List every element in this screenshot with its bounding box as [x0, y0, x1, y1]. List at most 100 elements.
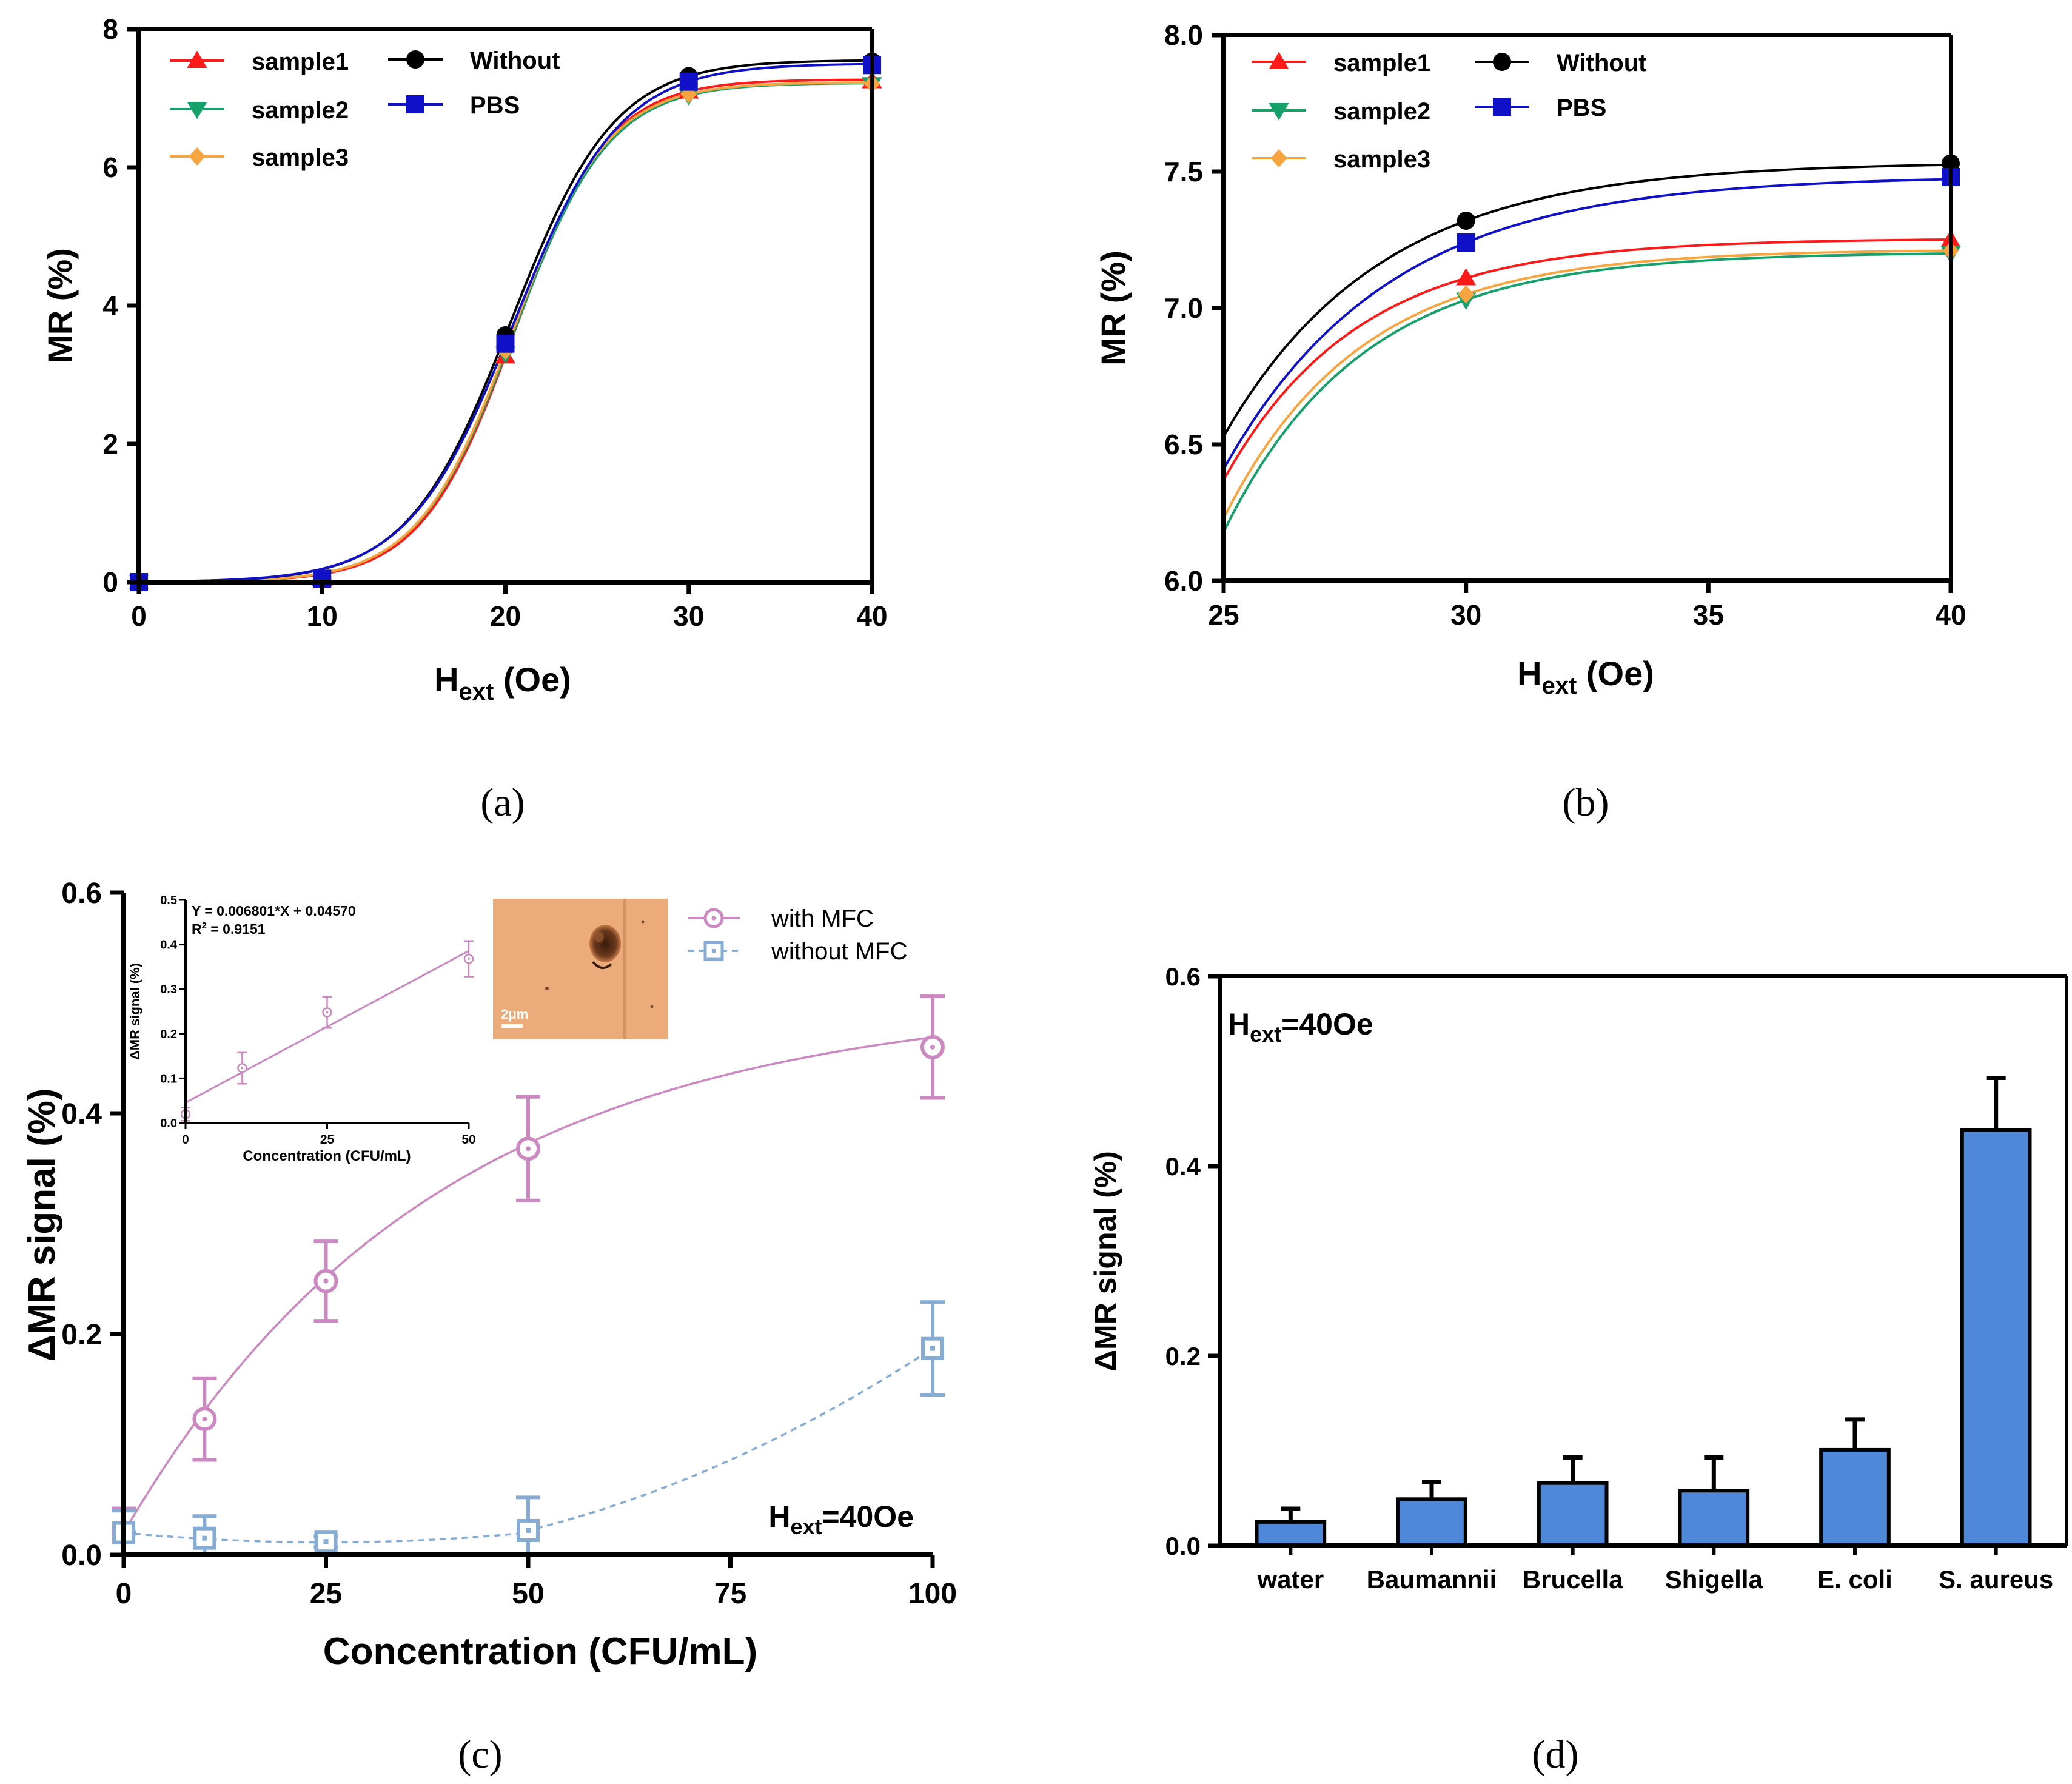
panel-d-y-axis-label: ΔMR signal (%) — [1088, 1151, 1122, 1372]
panel-c-inset-ticks: 0 25 50 0.0 0.1 0.2 0.3 0.4 0.5 — [160, 894, 475, 1147]
panel-d-bar-water — [1255, 1520, 1327, 1548]
panel-c-x-tick-label: 100 — [908, 1578, 957, 1610]
panel-c-legend-label-with-mfc: with MFC — [771, 905, 874, 932]
panel-b-curve-pbs — [1222, 178, 1951, 470]
panel-a-legend-label-pbs: PBS — [470, 92, 520, 119]
panel-a-legend-marker-sample1 — [187, 50, 207, 68]
micrograph-cell — [589, 925, 621, 962]
panel-b-x-axis-label-main: H — [1517, 654, 1541, 692]
panel-a-legend-marker-pbs — [406, 95, 424, 113]
panel-d-bar-s-aureus — [1960, 1128, 2032, 1548]
panel-c-without-mfc-point — [517, 1518, 540, 1542]
panel-a-x-axis-label-sub: ext — [459, 679, 494, 705]
panel-c-inset-y-tick-label: 0.3 — [160, 983, 177, 996]
panel-c-x-tick-label: 25 — [310, 1578, 342, 1610]
panel-c-inset-equation: Y = 0.006801*X + 0.04570 — [192, 903, 356, 919]
panel-b-legend-marker-sample3 — [1270, 149, 1287, 167]
micrograph-background — [493, 899, 668, 1039]
panel-c-with-mfc-point-dot — [202, 1417, 207, 1422]
panel-d-bar-brucella — [1537, 1481, 1609, 1548]
panel-d-annotation-main: H — [1228, 1007, 1250, 1041]
panel-b-ticks: 25 30 35 40 6.0 6.5 7.0 7.5 8.0 — [1164, 19, 1966, 631]
panel-c-without-mfc-point-dot — [323, 1539, 329, 1544]
panel-d-y-tick-label: 0.2 — [1165, 1342, 1201, 1370]
panel-c-x-axis-label: Concentration (CFU/mL) — [323, 1631, 757, 1672]
panel-d-y-tick-label: 0.4 — [1165, 1152, 1201, 1181]
panel-c-inset-r2-main: R — [192, 921, 202, 937]
panel-a-x-tick-label: 20 — [490, 600, 521, 632]
micrograph-speck — [545, 987, 549, 990]
panel-c-inset-y-tick-label: 0.4 — [160, 939, 178, 952]
panel-b-point-pbs — [1457, 233, 1475, 252]
panel-a-legend-marker-sample3 — [189, 147, 206, 166]
panel-c-y-axis-label: ΔMR signal (%) — [21, 1088, 63, 1361]
panel-c-y-tick-label: 0.4 — [61, 1098, 102, 1130]
panel-a-legend-marker-sample2 — [187, 102, 207, 119]
panel-b-y-tick-label: 7.0 — [1164, 292, 1203, 324]
panel-c-x-tick-label: 50 — [512, 1578, 544, 1610]
panel-c-without-mfc-point — [921, 1336, 944, 1360]
panel-b-legend-marker-sample1 — [1269, 52, 1289, 69]
panel-d-field-annotation: Hext=40Oe — [1228, 1007, 1373, 1047]
panel-b-marks: sample1 sample2 sample3 Without PBS — [1222, 50, 1961, 532]
panel-d-category-label-water: water — [1256, 1565, 1324, 1594]
panel-c-inset-point-dot — [326, 1011, 329, 1014]
panel-c-without-mfc-point-dot — [526, 1527, 531, 1533]
panel-b-y-tick-label: 8.0 — [1164, 19, 1203, 51]
panel-c-inset-r2-sup: 2 — [202, 921, 207, 931]
panel-b: sample1 sample2 sample3 Without PBS 25 30 35 40… — [1094, 19, 1966, 825]
panel-b-point-without — [1457, 212, 1475, 230]
panel-a-ticks: 0 10 20 30 40 0 2 4 6 8 — [102, 13, 887, 632]
panel-b-legend-label-without: Without — [1557, 50, 1646, 76]
panel-c-legend-marker-dot-with-mfc — [711, 916, 716, 921]
panel-c-inset-y-tick-label: 0.0 — [160, 1117, 177, 1130]
panel-a-y-tick-label: 6 — [102, 152, 118, 183]
panel-a-y-axis-label: MR (%) — [41, 248, 79, 363]
panel-a-point-pbs — [496, 334, 515, 353]
panel-d-marks — [1255, 1075, 2032, 1548]
panel-c-y-tick-label: 0.2 — [61, 1319, 102, 1351]
panel-c-without-mfc-point-dot — [930, 1346, 935, 1351]
panel-d-bar-baumannii — [1396, 1497, 1467, 1548]
micrograph-scale-label: 2μm — [501, 1007, 528, 1022]
panel-c-without-mfc-point — [314, 1530, 338, 1554]
panel-c-without-mfc-point-dot — [202, 1535, 207, 1541]
panel-c-inset-y-tick-label: 0.5 — [160, 894, 177, 907]
panel-c-field-annotation: Hext=40Oe — [768, 1500, 914, 1539]
panel-c-with-mfc-point-dot — [526, 1146, 531, 1152]
panel-d-y-tick-label: 0.0 — [1165, 1532, 1201, 1560]
panel-a-x-tick-label: 30 — [673, 600, 704, 632]
panel-a-x-tick-label: 10 — [307, 600, 338, 632]
panel-a-legend-label-sample3: sample3 — [252, 144, 349, 171]
panel-b-y-tick-label: 6.5 — [1164, 429, 1203, 460]
panel-b-legend-marker-pbs — [1493, 98, 1511, 116]
panel-d-ticks: 0.0 0.2 0.4 0.6 water Baumannii Brucella Shigel… — [1165, 962, 2054, 1594]
panel-b-y-tick-label: 7.5 — [1164, 156, 1203, 187]
panel-b-point-sample3 — [1458, 285, 1475, 304]
panel-a-y-tick-label: 4 — [102, 290, 118, 321]
panel-d-y-tick-label: 0.6 — [1165, 962, 1201, 991]
panel-a-legend-label-without: Without — [470, 47, 560, 74]
panel-d-category-label-s-aureus: S. aureus — [1939, 1565, 2053, 1594]
panel-d-bar-shigella — [1678, 1489, 1750, 1548]
panel-d-annotation-tail: =40Oe — [1281, 1007, 1373, 1041]
panel-d-category-label-shigella: Shigella — [1665, 1565, 1763, 1594]
panel-d: 0.0 0.2 0.4 0.6 water Baumannii Brucella Shigel… — [1088, 962, 2068, 1777]
panel-c-micrograph: 2μm — [493, 899, 668, 1039]
panel-b-curve-without — [1222, 163, 1951, 437]
panel-c-inset-y-axis-label: ΔMR signal (%) — [127, 963, 142, 1060]
panel-a-y-tick-label: 8 — [102, 13, 118, 45]
panel-c-inset-marks — [180, 940, 474, 1122]
panel-c-y-tick-label: 0.0 — [61, 1540, 102, 1572]
panel-d-annotation-sub: ext — [1250, 1022, 1281, 1047]
panel-c-inset-x-tick-label: 50 — [461, 1133, 475, 1147]
panel-b-x-tick-label: 25 — [1208, 599, 1239, 631]
panel-c-inset-x-tick-label: 25 — [320, 1133, 335, 1147]
panel-a-y-tick-label: 0 — [102, 566, 118, 598]
panel-c-legend-marker-dot-without-mfc — [712, 949, 716, 953]
panel-c-with-mfc-point-dot — [323, 1278, 329, 1284]
panel-c-inset-point-dot — [468, 957, 470, 960]
panel-b-x-axis-label-tail: (Oe) — [1577, 654, 1654, 692]
panel-c-legend-marker-without-mfc — [703, 941, 724, 961]
